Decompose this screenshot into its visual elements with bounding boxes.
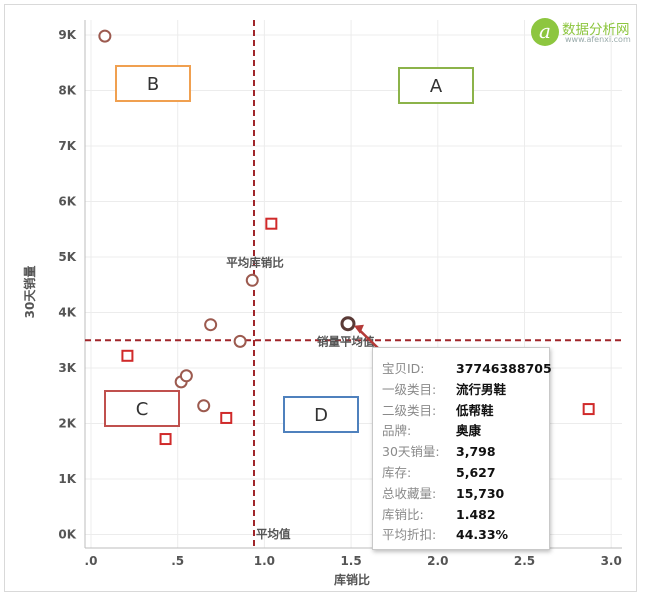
y-tick-label: 9K [58,28,76,42]
tooltip-arrowhead-icon [353,324,364,334]
avg-sales-label: 销量平均值 [317,334,375,348]
logo-name: 数据分析网 [562,22,630,38]
y-tick-label: 8K [58,84,76,98]
tooltip-value: 低帮鞋 [456,402,494,418]
logo-url: www.afenxi.com [565,35,631,44]
avg-ratio-label: 平均库销比 [226,256,284,270]
quadrant-box-d [283,396,359,433]
data-point-circle[interactable] [179,369,193,383]
highlighted-data-point[interactable] [340,316,356,332]
tooltip-row: 库销比: 1.482 [382,504,496,523]
data-point-square[interactable] [582,403,595,416]
tooltip-value: 1.482 [456,506,496,522]
y-tick-label: 0K [58,528,76,542]
quadrant-label-c: C [136,399,149,420]
data-point-circle[interactable] [245,273,259,287]
y-tick-label: 7K [58,139,76,153]
logo-badge-icon: a [531,18,559,46]
data-point-circle[interactable] [197,399,211,413]
data-point-square[interactable] [265,217,278,230]
tooltip-row: 平均折扣: 44.33% [382,524,508,543]
tooltip-row: 总收藏量: 15,730 [382,483,504,502]
x-tick-label: 2.0 [427,554,448,568]
tooltip-value: 3,798 [456,444,496,460]
tooltip-key: 宝贝ID: [382,361,425,376]
tooltip-value: 15,730 [456,485,505,501]
x-tick-label: 1.5 [340,554,361,568]
x-tick-label: .5 [171,554,184,568]
tooltip-key: 平均折扣: [382,527,437,543]
quadrant-box-b [115,65,191,102]
tooltip-key: 库销比: [382,506,424,522]
data-point-square[interactable] [159,433,172,446]
y-tick-label: 1K [58,472,76,486]
tooltip-row: 宝贝ID: 37746388705 [382,358,552,377]
tooltip-key: 30天销量: [382,444,440,460]
quadrant-label-d: D [314,405,328,426]
x-tick-label: .0 [85,554,98,568]
tooltip-value: 奥康 [456,423,482,439]
tooltip-row: 一级类目: 流行男鞋 [382,379,506,398]
x-tick-label: 2.5 [514,554,535,568]
y-axis-title: 30天销量 [22,266,37,319]
data-point-circle[interactable] [98,29,112,43]
data-point-circle[interactable] [204,318,218,332]
data-point-tooltip: 宝贝ID: 37746388705 一级类目: 流行男鞋二级类目: 低帮鞋品牌: 奥康 30… [372,347,552,550]
quadrant-box-c [104,390,180,427]
data-point-square[interactable] [220,411,233,424]
y-tick-label: 3K [58,361,76,375]
quadrant-box-a [398,67,474,104]
tooltip-row: 二级类目: 低帮鞋 [382,400,494,419]
quadrant-label-a: A [430,76,443,97]
tooltip-key: 总收藏量: [382,485,437,501]
quadrant-label-b: B [147,74,159,95]
tooltip-value: 5,627 [456,465,496,480]
tooltip-row: 库存: 5,627 [382,462,496,481]
tooltip-key: 库存: [382,465,412,480]
data-point-square[interactable] [121,349,134,362]
avg-value-label: 平均值 [256,527,291,541]
tooltip-value: 37746388705 [456,361,552,376]
tooltip-row: 品牌: 奥康 [382,420,481,439]
y-tick-label: 2K [58,417,76,431]
tooltip-value: 流行男鞋 [456,381,507,397]
y-tick-label: 5K [58,250,76,264]
y-tick-label: 4K [58,306,76,320]
x-tick-label: 3.0 [601,554,622,568]
data-point-circle[interactable] [233,334,247,348]
x-axis-title: 库销比 [334,572,370,587]
tooltip-row: 30天销量: 3,798 [382,441,496,460]
tooltip-key: 一级类目: [382,381,437,397]
tooltip-key: 二级类目: [382,402,437,418]
tooltip-key: 品牌: [382,423,412,439]
x-tick-label: 1.0 [254,554,275,568]
tooltip-value: 44.33% [456,527,509,543]
y-tick-label: 6K [58,195,76,209]
